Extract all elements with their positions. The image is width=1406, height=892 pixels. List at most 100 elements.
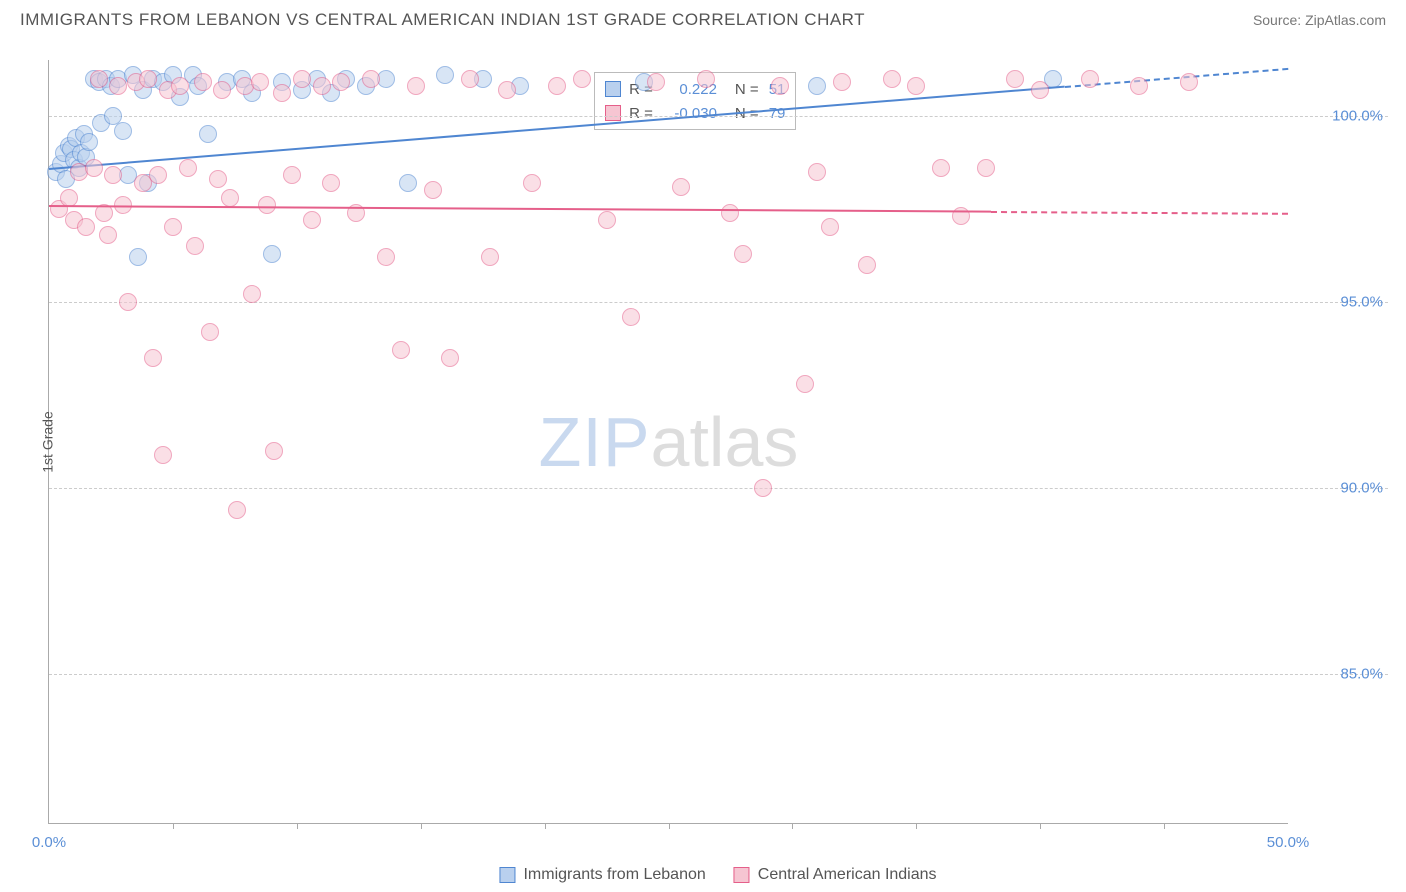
x-tick: [173, 823, 174, 829]
watermark: ZIPatlas: [539, 402, 799, 482]
data-point-lebanon: [808, 77, 826, 95]
data-point-cai: [377, 248, 395, 266]
data-point-cai: [60, 189, 78, 207]
x-tick: [1164, 823, 1165, 829]
data-point-cai: [228, 501, 246, 519]
data-point-cai: [821, 218, 839, 236]
data-point-cai: [154, 446, 172, 464]
series-legend-item-cai: Central American Indians: [734, 866, 937, 884]
data-point-cai: [424, 181, 442, 199]
data-point-lebanon: [399, 174, 417, 192]
chart-container: 1st Grade ZIPatlas R =0.222N =51R =-0.03…: [48, 50, 1388, 854]
watermark-zip: ZIP: [539, 403, 651, 481]
legend-n-label: N =: [735, 81, 759, 98]
legend-swatch: [734, 867, 750, 883]
series-legend: Immigrants from Lebanon Central American …: [499, 866, 936, 884]
x-tick: [545, 823, 546, 829]
data-point-cai: [598, 211, 616, 229]
data-point-cai: [858, 256, 876, 274]
data-point-cai: [265, 442, 283, 460]
x-tick: [792, 823, 793, 829]
data-point-cai: [251, 73, 269, 91]
data-point-cai: [283, 166, 301, 184]
x-tick: [1040, 823, 1041, 829]
series-legend-label: Immigrants from Lebanon: [523, 866, 705, 884]
data-point-cai: [77, 218, 95, 236]
data-point-cai: [99, 226, 117, 244]
data-point-cai: [201, 323, 219, 341]
data-point-lebanon: [114, 122, 132, 140]
x-tick: [297, 823, 298, 829]
data-point-cai: [144, 349, 162, 367]
data-point-cai: [883, 70, 901, 88]
data-point-cai: [461, 70, 479, 88]
data-point-cai: [977, 159, 995, 177]
trend-line-cai: [49, 205, 991, 213]
data-point-cai: [1006, 70, 1024, 88]
x-tick: [421, 823, 422, 829]
data-point-lebanon: [199, 125, 217, 143]
data-point-cai: [932, 159, 950, 177]
gridline: [49, 674, 1388, 675]
data-point-cai: [85, 159, 103, 177]
source-name: ZipAtlas.com: [1305, 12, 1386, 28]
data-point-cai: [322, 174, 340, 192]
data-point-cai: [754, 479, 772, 497]
data-point-cai: [213, 81, 231, 99]
legend-row-lebanon: R =0.222N =51: [605, 77, 785, 101]
data-point-cai: [221, 189, 239, 207]
data-point-cai: [721, 204, 739, 222]
gridline: [49, 488, 1388, 489]
data-point-cai: [796, 375, 814, 393]
y-tick-label: 95.0%: [1293, 293, 1383, 310]
data-point-cai: [734, 245, 752, 263]
data-point-cai: [293, 70, 311, 88]
data-point-cai: [1031, 81, 1049, 99]
data-point-cai: [90, 70, 108, 88]
source-attribution: Source: ZipAtlas.com: [1253, 12, 1386, 28]
legend-swatch: [605, 105, 621, 121]
trend-line-cai-ext: [991, 211, 1288, 215]
data-point-cai: [1180, 73, 1198, 91]
series-legend-label: Central American Indians: [758, 866, 937, 884]
data-point-cai: [808, 163, 826, 181]
y-axis-label: 1st Grade: [40, 411, 56, 472]
data-point-cai: [179, 159, 197, 177]
data-point-cai: [481, 248, 499, 266]
y-tick-label: 85.0%: [1293, 666, 1383, 683]
data-point-cai: [1130, 77, 1148, 95]
data-point-cai: [362, 70, 380, 88]
data-point-cai: [332, 73, 350, 91]
legend-swatch: [605, 81, 621, 97]
data-point-cai: [119, 293, 137, 311]
legend-swatch: [499, 867, 515, 883]
legend-n-value: 79: [769, 105, 786, 122]
data-point-lebanon: [263, 245, 281, 263]
data-point-cai: [573, 70, 591, 88]
chart-title: IMMIGRANTS FROM LEBANON VS CENTRAL AMERI…: [20, 10, 865, 30]
source-label: Source:: [1253, 12, 1305, 28]
x-tick-label: 50.0%: [1267, 834, 1310, 851]
data-point-cai: [441, 349, 459, 367]
y-tick-label: 90.0%: [1293, 480, 1383, 497]
data-point-cai: [109, 77, 127, 95]
data-point-cai: [498, 81, 516, 99]
data-point-cai: [139, 70, 157, 88]
data-point-cai: [171, 77, 189, 95]
data-point-cai: [907, 77, 925, 95]
x-tick: [669, 823, 670, 829]
data-point-cai: [303, 211, 321, 229]
data-point-cai: [833, 73, 851, 91]
data-point-cai: [672, 178, 690, 196]
gridline: [49, 116, 1388, 117]
data-point-lebanon: [436, 66, 454, 84]
data-point-cai: [186, 237, 204, 255]
x-tick: [916, 823, 917, 829]
data-point-cai: [209, 170, 227, 188]
data-point-cai: [273, 84, 291, 102]
data-point-lebanon: [129, 248, 147, 266]
data-point-cai: [1081, 70, 1099, 88]
data-point-cai: [697, 70, 715, 88]
plot-area: 1st Grade ZIPatlas R =0.222N =51R =-0.03…: [48, 60, 1288, 824]
data-point-cai: [407, 77, 425, 95]
